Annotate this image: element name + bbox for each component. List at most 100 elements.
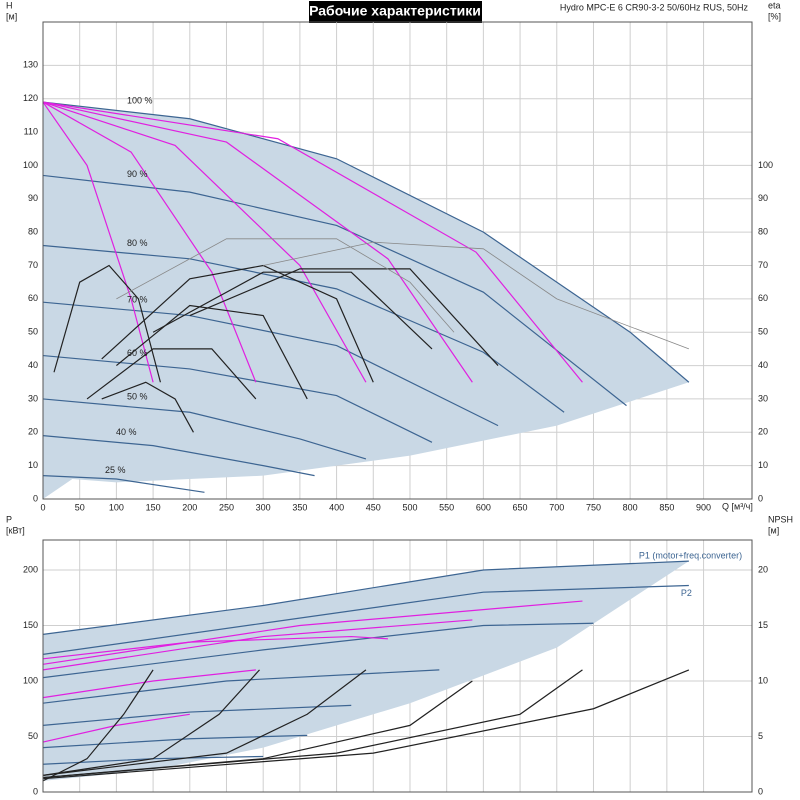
y-tick-label: 100: [23, 160, 38, 170]
curve: [86, 348, 257, 400]
x-tick-label: 400: [329, 502, 344, 512]
curve: [116, 238, 455, 333]
curve: [42, 101, 583, 383]
series-label: P1 (motor+freq.converter): [639, 550, 742, 560]
curve: [152, 271, 433, 350]
y2-tick-label: 20: [758, 564, 768, 574]
y2-unit: [м]: [768, 525, 779, 535]
y2-tick-label: 15: [758, 620, 768, 630]
y-tick-label: 100: [23, 675, 38, 685]
y-tick-label: 0: [33, 786, 38, 796]
series-label: 40 %: [116, 427, 137, 437]
y-tick-label: 150: [23, 620, 38, 630]
chart-subtitle: Hydro MPC-E 6 CR90-3-2 50/60Hz RUS, 50Hz: [560, 2, 749, 12]
x-tick-label: 850: [659, 502, 674, 512]
x-tick-label: 500: [402, 502, 417, 512]
curve: [42, 669, 440, 704]
curve: [42, 669, 260, 776]
operating-area: [43, 102, 689, 500]
series-label: P2: [681, 588, 692, 598]
plot-frame: [42, 21, 753, 500]
curve: [42, 174, 627, 407]
curve: [53, 264, 162, 383]
y2-label: NPSH: [768, 514, 793, 524]
series-label: 60 %: [127, 348, 148, 358]
curve: [42, 619, 473, 671]
curve: [42, 101, 367, 383]
x-tick-label: 350: [292, 502, 307, 512]
y-tick-label: 70: [28, 260, 38, 270]
curve: [42, 713, 190, 743]
curve: [42, 354, 433, 443]
x-tick-label: 100: [109, 502, 124, 512]
y2-tick-label: 20: [758, 427, 768, 437]
x-tick-label: 600: [476, 502, 491, 512]
y-tick-label: 50: [28, 327, 38, 337]
y-tick-label: 40: [28, 360, 38, 370]
y-tick-label: 60: [28, 293, 38, 303]
curve: [42, 734, 308, 749]
y-tick-label: 10: [28, 460, 38, 470]
curve: [42, 435, 315, 477]
curve: [42, 101, 257, 383]
series-label: 50 %: [127, 391, 148, 401]
x-tick-label: 800: [623, 502, 638, 512]
curve: [42, 101, 154, 383]
y2-tick-label: 60: [758, 293, 768, 303]
y-label: H: [6, 0, 13, 10]
y2-tick-label: 50: [758, 327, 768, 337]
y-tick-label: 0: [33, 493, 38, 503]
x-tick-label: 450: [366, 502, 381, 512]
y2-tick-label: 10: [758, 460, 768, 470]
curve: [42, 635, 388, 660]
y2-tick-label: 0: [758, 786, 763, 796]
curve: [42, 301, 499, 427]
x-tick-label: 750: [586, 502, 601, 512]
y-tick-label: 20: [28, 427, 38, 437]
series-label: 100 %: [127, 95, 153, 105]
curve: [101, 381, 194, 433]
y-tick-label: 80: [28, 227, 38, 237]
y2-tick-label: 5: [758, 731, 763, 741]
y-tick-label: 110: [24, 126, 38, 136]
curve: [42, 101, 473, 383]
y2-label: eta: [768, 0, 781, 10]
curve: [42, 669, 367, 776]
curve: [42, 560, 689, 635]
curve: [42, 244, 565, 413]
curve: [42, 600, 583, 665]
y-tick-label: 200: [23, 564, 38, 574]
y-tick-label: 30: [28, 393, 38, 403]
y-unit: [м]: [6, 11, 17, 21]
curve: [42, 704, 352, 726]
curve: [42, 669, 154, 782]
curve: [189, 268, 499, 366]
y-tick-label: 90: [28, 193, 38, 203]
x-tick-label: 150: [146, 502, 161, 512]
x-tick-label: 900: [696, 502, 711, 512]
x-tick-label: 550: [439, 502, 454, 512]
curve: [42, 669, 583, 779]
y2-tick-label: 70: [758, 260, 768, 270]
curve: [42, 669, 256, 699]
y2-tick-label: 30: [758, 393, 768, 403]
chart-title: Рабочие характеристики: [309, 3, 481, 19]
curve: [116, 304, 308, 400]
y-unit: [кВт]: [6, 525, 25, 535]
x-tick-label: 50: [75, 502, 85, 512]
y-label: P: [6, 514, 12, 524]
y-tick-label: 50: [28, 731, 38, 741]
series-label: 70 %: [127, 295, 148, 305]
operating-area: [43, 561, 689, 781]
x-tick-label: 200: [182, 502, 197, 512]
y2-tick-label: 40: [758, 360, 768, 370]
y2-tick-label: 80: [758, 227, 768, 237]
x-tick-label: 300: [256, 502, 271, 512]
y2-tick-label: 100: [758, 160, 773, 170]
curve: [42, 101, 690, 383]
series-label: 80 %: [127, 238, 148, 248]
curve: [42, 398, 367, 460]
y2-tick-label: 90: [758, 193, 768, 203]
y2-tick-label: 10: [758, 675, 768, 685]
